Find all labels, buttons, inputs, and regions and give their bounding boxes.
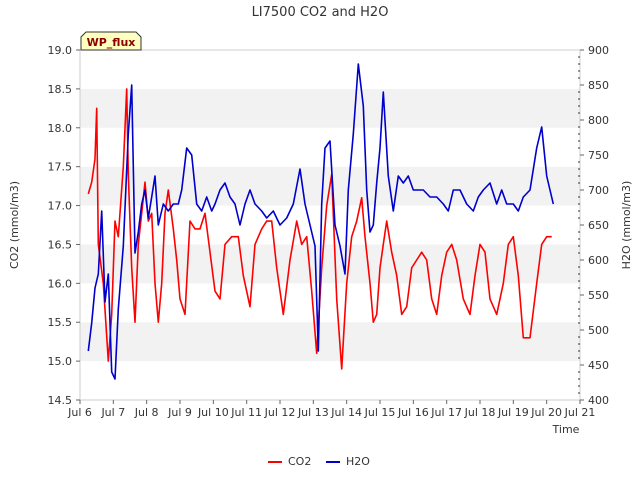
right-tick-label: 400 [588,394,609,407]
x-tick-label: Jul 6 [67,406,92,419]
left-tick-label: 18.5 [48,83,73,96]
left-tick-label: 18.0 [48,122,73,135]
left-tick-label: 17.0 [48,200,73,213]
legend-co2-label: CO2 [288,455,311,468]
right-tick-label: 450 [588,359,609,372]
right-tick-label: 800 [588,114,609,127]
x-tick-label: Jul 20 [530,406,562,419]
right-tick-label: 650 [588,219,609,232]
left-tick-label: 19.0 [48,44,73,57]
right-tick-label: 850 [588,79,609,92]
x-tick-label: Jul 18 [464,406,496,419]
left-tick-label: 15.5 [48,316,73,329]
x-tick-label: Jul 13 [297,406,329,419]
x-tick-label: Jul 10 [197,406,229,419]
grid-bands [80,50,580,400]
right-tick-label: 750 [588,149,609,162]
left-tick-label: 14.5 [48,394,73,407]
right-tick-label: 700 [588,184,609,197]
left-tick-label: 16.5 [48,238,73,251]
grid-band [80,88,580,128]
grid-band [80,50,580,89]
x-tick-label: Jul 12 [264,406,296,419]
x-tick-label: Jul 14 [330,406,362,419]
grid-band [80,322,580,362]
left-tick-label: 15.0 [48,355,73,368]
x-tick-label: Jul 17 [430,406,462,419]
right-tick-label: 550 [588,289,609,302]
right-tick-label: 600 [588,254,609,267]
series-lines [87,63,555,380]
x-axis-label: Time [552,423,580,436]
right-tick-label: 500 [588,324,609,337]
right-axis-ticks: 400 450 500 550 600 650 700 750 800 850 900 [578,44,609,407]
x-axis-ticks: Jul 6 Jul 7 Jul 8 Jul 9 Jul 10 Jul 11 Jul 12 Ju… [67,400,595,419]
annotation-box [80,31,142,51]
annotation-label: WP_flux [87,36,136,49]
right-axis-label: H2O (mmol/m3) [620,181,633,270]
grid-band [80,361,580,400]
legend-h2o-label: H2O [346,455,370,468]
x-tick-label: Jul 11 [230,406,262,419]
series-line-h2o [87,63,555,380]
x-tick-label: Jul 7 [100,406,125,419]
wp-flux-annotation: WP_flux [80,31,142,51]
x-tick-label: Jul 9 [167,406,192,419]
grid-band [80,205,580,245]
left-tick-label: 16.0 [48,277,73,290]
grid-band [80,283,580,323]
right-tick-label: 900 [588,44,609,57]
left-axis-label: CO2 (mmol/m3) [8,181,21,269]
legend: CO2 H2O [268,455,370,468]
x-tick-label: Jul 19 [497,406,529,419]
x-tick-label: Jul 8 [134,406,159,419]
x-tick-label: Jul 16 [397,406,429,419]
left-axis-ticks: 14.5 15.0 15.5 16.0 16.5 17.0 17.5 18.0 18.5 19.0 [48,44,80,407]
x-tick-label: Jul 21 [564,406,596,419]
x-tick-label: Jul 15 [364,406,396,419]
left-tick-label: 17.5 [48,161,73,174]
chart-title: LI7500 CO2 and H2O [252,5,389,20]
